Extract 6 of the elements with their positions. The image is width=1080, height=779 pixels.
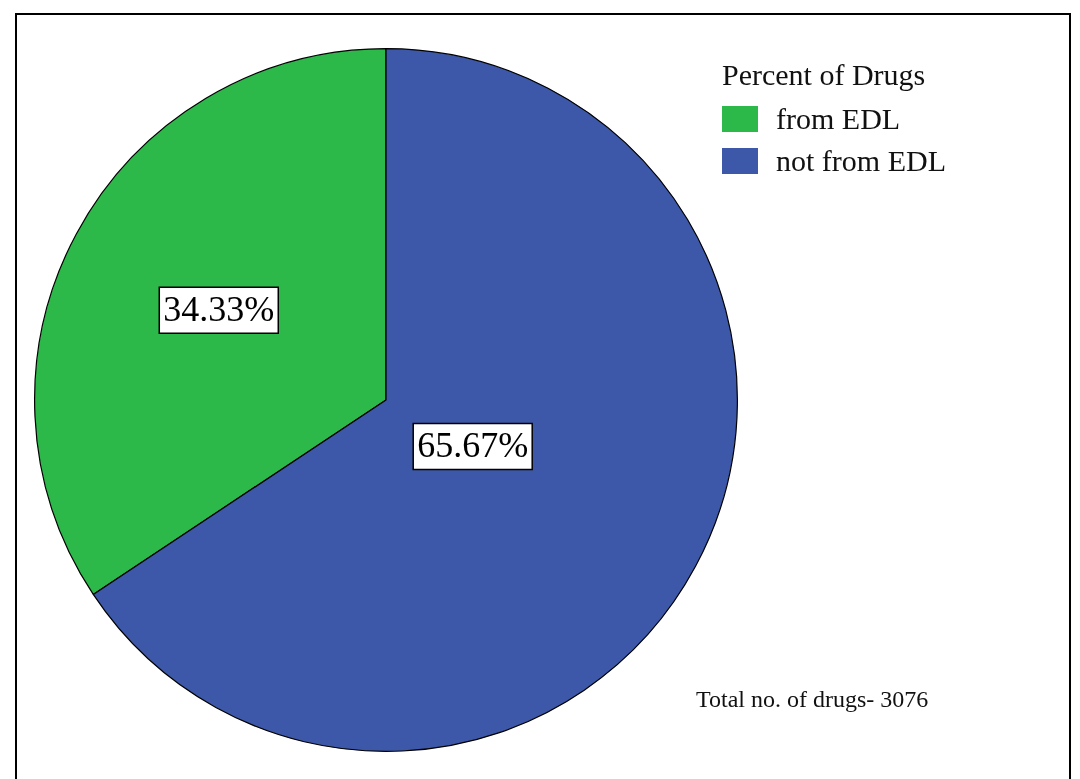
data-label: 34.33% [163,288,275,329]
legend-title: Percent of Drugs [722,58,927,92]
legend-label: from EDL [776,102,901,136]
text: Total no. of drugs- 3076 [696,686,929,713]
legend-label: not from EDL [776,144,946,178]
data-label: 65.67% [417,424,529,465]
